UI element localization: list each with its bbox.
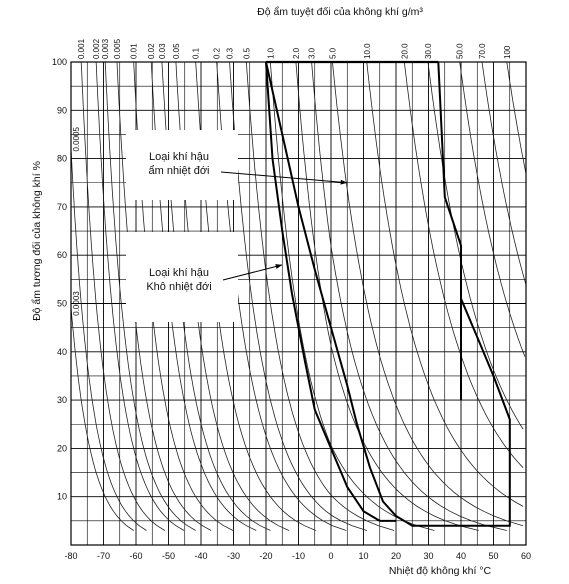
absolute-humidity-label: 50.0 bbox=[456, 43, 465, 59]
y-tick-label: 40 bbox=[57, 347, 67, 357]
x-tick-label: -60 bbox=[129, 551, 142, 561]
absolute-humidity-curve bbox=[295, 61, 479, 531]
chart-title: Độ ẩm tuyệt đối của không khí g/m³ bbox=[257, 6, 423, 18]
x-tick-label: 40 bbox=[456, 551, 466, 561]
absolute-humidity-label: 10.0 bbox=[363, 43, 372, 59]
x-tick-label: -30 bbox=[227, 551, 240, 561]
absolute-humidity-curve bbox=[311, 61, 507, 531]
absolute-humidity-curve bbox=[95, 61, 185, 531]
x-tick-label: -70 bbox=[97, 551, 110, 561]
annotation-text: Loại khí hậu bbox=[149, 267, 209, 279]
y-tick-label: 30 bbox=[57, 395, 67, 405]
absolute-humidity-curve bbox=[70, 308, 134, 531]
annotation-arrowhead bbox=[340, 179, 348, 185]
annotation-box bbox=[126, 232, 238, 322]
annotation-text: Loại khí hậu bbox=[149, 151, 209, 163]
absolute-humidity-label: 20.0 bbox=[400, 43, 409, 59]
absolute-humidity-label: 0.001 bbox=[77, 38, 86, 59]
absolute-humidity-label: 0.02 bbox=[147, 43, 156, 59]
x-tick-label: 10 bbox=[358, 551, 368, 561]
absolute-humidity-curve bbox=[270, 61, 435, 531]
absolute-humidity-curve bbox=[427, 61, 524, 430]
y-tick-label: 100 bbox=[52, 57, 67, 67]
x-tick-label: 30 bbox=[423, 551, 433, 561]
climate-region-outline bbox=[265, 61, 511, 527]
climate-region-outline bbox=[265, 61, 396, 522]
annotation-box bbox=[126, 130, 238, 200]
absolute-humidity-label: 0.002 bbox=[92, 38, 101, 59]
absolute-humidity-label: 2.0 bbox=[292, 47, 301, 59]
absolute-humidity-label: 0.003 bbox=[101, 38, 110, 59]
y-axis-title: Độ ẩm tương đối của không khí % bbox=[31, 161, 43, 321]
x-axis-title: Nhiệt độ không khí °C bbox=[389, 565, 492, 577]
absolute-humidity-label: 0.5 bbox=[242, 47, 251, 59]
x-tick-label: 50 bbox=[488, 551, 498, 561]
x-tick-label: -20 bbox=[259, 551, 272, 561]
annotations: Loại khí hậu ẩm nhiệt đới Loại khí hậu Khô … bbox=[126, 130, 348, 322]
absolute-humidity-label: 0.03 bbox=[158, 43, 167, 59]
x-tick-label: -40 bbox=[194, 551, 207, 561]
axis-ticks: -80 -70 -60 -50 -40 -30 -20 -10 0 10 20 30 40 50 60 10 2… bbox=[52, 38, 531, 561]
absolute-humidity-label: 70.0 bbox=[478, 43, 487, 59]
absolute-humidity-label: 0.01 bbox=[130, 43, 139, 59]
plot-border bbox=[70, 61, 527, 546]
x-tick-label: 60 bbox=[521, 551, 531, 561]
x-tick-label: -80 bbox=[64, 551, 77, 561]
y-tick-label: 20 bbox=[57, 443, 67, 453]
absolute-humidity-label: 100 bbox=[503, 45, 512, 59]
absolute-humidity-label: 0.3 bbox=[226, 47, 235, 59]
absolute-humidity-label: 3.0 bbox=[308, 47, 317, 59]
x-tick-label: 0 bbox=[328, 551, 333, 561]
absolute-humidity-curve bbox=[403, 61, 524, 468]
absolute-humidity-curve bbox=[481, 61, 527, 285]
absolute-humidity-curve bbox=[332, 61, 524, 527]
y-tick-label: 10 bbox=[57, 492, 67, 502]
absolute-humidity-label: 30.0 bbox=[424, 43, 433, 59]
climate-regions bbox=[265, 60, 511, 527]
absolute-humidity-curve bbox=[459, 61, 526, 357]
annotation-text: Khô nhiệt đới bbox=[146, 281, 211, 293]
y-tick-label: 80 bbox=[57, 154, 67, 164]
absolute-humidity-curve bbox=[246, 61, 395, 531]
y-tick-label: 90 bbox=[57, 105, 67, 115]
y-tick-label: 70 bbox=[57, 202, 67, 212]
absolute-humidity-curve bbox=[70, 148, 147, 531]
annotation-arrow bbox=[220, 171, 348, 184]
x-tick-label: -10 bbox=[292, 551, 305, 561]
absolute-humidity-label: 0.1 bbox=[192, 47, 201, 59]
annotation-text: ẩm nhiệt đới bbox=[148, 165, 209, 177]
absolute-humidity-label: 0.005 bbox=[113, 38, 122, 59]
absolute-humidity-label: 0.05 bbox=[172, 43, 181, 59]
y-tick-label: 60 bbox=[57, 250, 67, 260]
left-humidity-label: 0.0003 bbox=[72, 291, 81, 316]
absolute-humidity-curve bbox=[366, 61, 524, 507]
plot-frame bbox=[70, 61, 527, 546]
absolute-humidity-label: 0.2 bbox=[213, 47, 222, 59]
absolute-humidity-curve bbox=[506, 61, 527, 174]
absolute-humidity-label: 1.0 bbox=[266, 47, 275, 59]
x-tick-label: -50 bbox=[162, 551, 175, 561]
annotation-arrowhead bbox=[275, 264, 283, 269]
absolute-humidity-curve bbox=[80, 61, 166, 531]
left-humidity-label: 0.0005 bbox=[72, 127, 81, 152]
annotation-arrow bbox=[222, 264, 283, 281]
x-tick-label: 20 bbox=[391, 551, 401, 561]
absolute-humidity-curve bbox=[104, 61, 196, 531]
y-tick-label: 50 bbox=[57, 299, 67, 309]
absolute-humidity-label: 5.0 bbox=[329, 47, 338, 59]
